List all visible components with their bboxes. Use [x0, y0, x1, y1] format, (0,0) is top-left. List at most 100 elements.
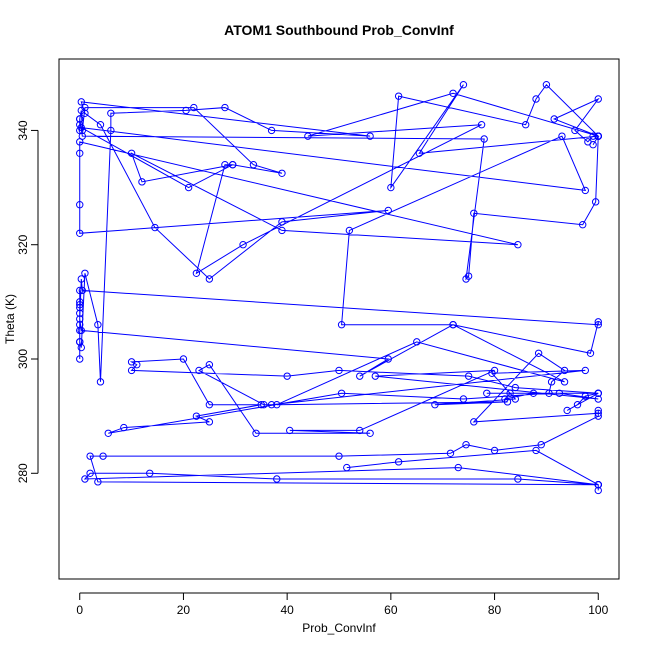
data-point — [579, 221, 587, 229]
data-point — [107, 126, 115, 135]
y-axis: 280 300 320 340 — [16, 120, 39, 483]
data-point — [431, 401, 439, 409]
data-point — [521, 121, 530, 129]
series-group — [76, 81, 602, 495]
data-point — [547, 378, 556, 386]
data-point — [138, 178, 146, 186]
data-point — [459, 81, 468, 89]
data-point — [537, 441, 545, 449]
data-point — [127, 149, 136, 157]
x-tick-label: 60 — [384, 603, 398, 617]
data-point — [532, 95, 540, 103]
data-point — [534, 349, 543, 357]
y-tick-label: 340 — [16, 120, 30, 140]
data-point — [529, 389, 538, 397]
data-point — [179, 355, 188, 363]
data-point — [511, 383, 519, 392]
data-point — [483, 389, 491, 397]
data-point — [345, 226, 354, 235]
data-point — [77, 98, 86, 106]
data-point — [563, 406, 571, 415]
data-point — [192, 269, 201, 277]
data-point — [190, 103, 198, 112]
data-point — [594, 318, 602, 326]
data-point — [545, 389, 553, 397]
data-point — [127, 358, 136, 366]
data-point — [462, 441, 470, 449]
data-point — [76, 115, 84, 123]
data-point — [581, 366, 589, 375]
data-point — [107, 109, 115, 117]
data-point — [594, 95, 602, 103]
data-point — [573, 401, 582, 409]
data-point — [76, 286, 84, 295]
data-point — [589, 132, 597, 140]
x-tick-label: 80 — [488, 603, 502, 617]
data-point — [77, 123, 86, 132]
y-axis-label: Theta (K) — [3, 294, 17, 344]
data-point — [267, 401, 276, 409]
data-point — [594, 406, 602, 415]
data-point — [581, 392, 589, 400]
data-point — [480, 135, 488, 143]
data-point — [449, 321, 457, 329]
data-point — [182, 106, 190, 115]
data-point — [446, 449, 455, 457]
data-point — [205, 361, 214, 369]
data-point — [77, 326, 86, 335]
data-point — [490, 446, 499, 455]
data-point — [76, 229, 84, 237]
x-tick-label: 40 — [280, 603, 294, 617]
data-point — [459, 395, 468, 403]
data-point — [555, 389, 564, 397]
data-point — [560, 366, 569, 375]
data-point — [586, 349, 595, 357]
data-point — [127, 366, 136, 375]
data-point — [76, 298, 84, 306]
data-point — [77, 275, 86, 283]
data-point — [454, 463, 462, 472]
data-point — [335, 452, 343, 460]
data-point — [286, 426, 294, 435]
data-point — [571, 126, 579, 135]
data-point — [195, 366, 203, 375]
data-point — [96, 378, 105, 386]
data-point — [252, 429, 260, 437]
data-point — [86, 469, 94, 477]
data-point — [511, 395, 519, 403]
data-point — [594, 132, 602, 140]
data-point — [356, 426, 364, 435]
data-point — [184, 183, 193, 192]
data-point — [239, 241, 247, 249]
data-point — [594, 389, 602, 397]
data-point — [205, 401, 214, 409]
chart-title: ATOM1 Southbound Prob_ConvInf — [224, 22, 454, 38]
data-point — [205, 418, 214, 426]
x-tick-label: 0 — [76, 603, 83, 617]
data-point — [366, 132, 374, 140]
data-point — [86, 452, 94, 460]
data-point — [278, 218, 286, 226]
series-line — [79, 83, 600, 491]
data-point — [205, 275, 214, 283]
data-point — [371, 372, 379, 380]
data-point — [594, 395, 602, 403]
data-point — [278, 169, 286, 177]
data-point — [76, 355, 84, 363]
data-point — [192, 412, 201, 420]
data-point — [470, 418, 478, 426]
data-point — [387, 183, 395, 192]
data-point — [501, 395, 509, 403]
x-axis-label: Prob_ConvInf — [302, 621, 376, 635]
data-point — [278, 226, 286, 235]
data-point — [594, 412, 602, 420]
data-point — [267, 126, 276, 135]
data-point — [104, 429, 112, 437]
data-point — [449, 89, 457, 97]
data-point — [76, 303, 84, 312]
data-point — [462, 275, 470, 283]
data-point — [532, 446, 540, 455]
data-point — [81, 475, 89, 483]
data-point — [490, 366, 499, 375]
